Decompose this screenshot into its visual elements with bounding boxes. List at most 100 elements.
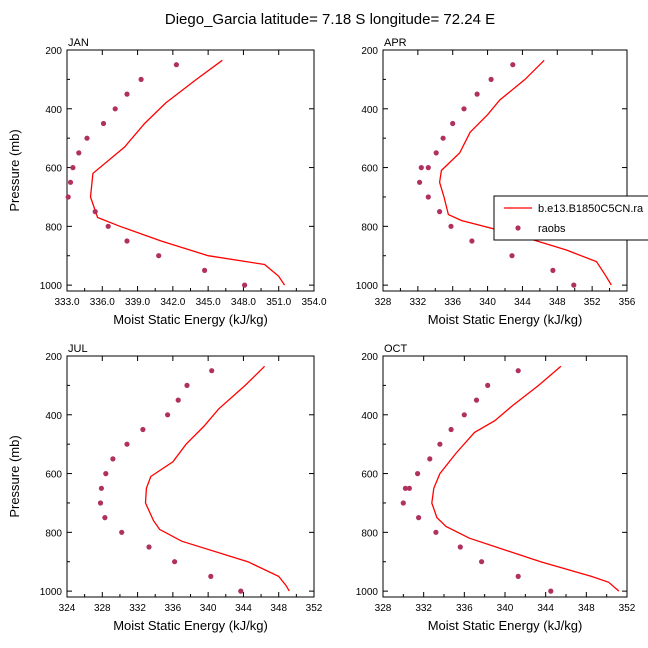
- raobs-point-apr: [418, 165, 424, 171]
- raobs-point-jan: [105, 223, 111, 229]
- raobs-point-oct: [515, 368, 521, 374]
- raobs-point-jan: [124, 91, 130, 97]
- y-tick-label-jul: 800: [45, 528, 62, 539]
- raobs-point-jul: [97, 500, 104, 506]
- model-line-apr: [438, 59, 612, 286]
- raobs-point-jan: [84, 135, 90, 141]
- panels-group: JAN 333.0 336.0 339.0 342.0 345.0 348.0 351.0 35…: [7, 37, 636, 633]
- x-tick-label-apr: 348: [549, 297, 566, 308]
- x-axis-label-jan: Moist Static Energy (kJ/kg): [113, 312, 268, 327]
- x-tick-label-jan: 348.0: [231, 297, 256, 308]
- raobs-point-oct: [448, 426, 454, 433]
- x-tick-label-apr: 340: [479, 297, 496, 308]
- x-tick-label-jan: 342.0: [160, 297, 185, 308]
- y-tick-label-jan: 200: [45, 46, 62, 57]
- y-tick-label-jan: 1000: [40, 281, 63, 292]
- raobs-point-apr: [510, 62, 516, 68]
- y-tick-label-jul: 200: [45, 352, 62, 363]
- raobs-point-jul: [110, 456, 116, 462]
- plot-frame-oct: [382, 355, 628, 598]
- y-tick-label-apr: 200: [361, 46, 378, 57]
- raobs-point-apr: [488, 76, 494, 82]
- raobs-point-apr: [437, 209, 443, 215]
- x-tick-label-apr: 328: [375, 297, 392, 308]
- raobs-point-apr: [417, 179, 423, 185]
- panel-title-jul: JUL: [68, 343, 88, 355]
- y-axis-label-jul: Pressure (mb): [7, 435, 22, 517]
- raobs-point-oct: [402, 485, 408, 491]
- y-tick-label-apr: 800: [361, 222, 378, 233]
- raobs-point-jan: [156, 253, 162, 259]
- x-tick-label-jan: 336.0: [90, 297, 115, 308]
- x-tick-label-apr: 336: [444, 297, 461, 308]
- raobs-point-apr: [440, 135, 446, 141]
- figure-title: Diego_Garcia latitude= 7.18 S longitude=…: [165, 11, 495, 28]
- raobs-point-jan: [202, 267, 208, 273]
- raobs-point-jul: [102, 515, 108, 521]
- raobs-point-jan: [92, 209, 98, 215]
- raobs-point-apr: [425, 165, 431, 171]
- y-tick-label-jan: 800: [45, 222, 62, 233]
- panel-title-apr: APR: [384, 37, 407, 49]
- raobs-point-apr: [474, 91, 480, 97]
- raobs-point-jul: [165, 412, 171, 418]
- raobs-point-jul: [184, 382, 190, 388]
- x-tick-label-apr: 332: [410, 297, 427, 308]
- raobs-point-jul: [175, 397, 181, 403]
- x-tick-label-jan: 345.0: [196, 297, 221, 308]
- y-axis-label-jan: Pressure (mb): [7, 129, 22, 211]
- x-axis-label-jul: Moist Static Energy (kJ/kg): [113, 618, 268, 633]
- model-line-jul: [144, 365, 290, 592]
- raobs-point-jul: [103, 471, 109, 477]
- x-tick-label-oct: 348: [578, 603, 595, 614]
- raobs-point-oct: [416, 515, 422, 521]
- model-line-jan: [89, 59, 286, 286]
- x-tick-label-jul: 332: [129, 603, 146, 614]
- raobs-point-jan: [76, 150, 82, 156]
- raobs-point-jul: [119, 529, 125, 535]
- x-axis-label-oct: Moist Static Energy (kJ/kg): [428, 618, 583, 633]
- legend-model-label: b.e13.B1850C5CN.ra: [538, 203, 644, 215]
- y-tick-label-oct: 200: [361, 352, 378, 363]
- y-tick-label-jul: 600: [45, 470, 62, 481]
- x-tick-label-oct: 352: [619, 603, 636, 614]
- raobs-point-jan: [65, 194, 71, 200]
- raobs-point-jan: [112, 106, 118, 112]
- legend-box: [493, 195, 648, 241]
- raobs-point-oct: [479, 559, 485, 565]
- y-tick-label-jul: 1000: [40, 587, 63, 598]
- x-tick-label-jul: 352: [306, 603, 323, 614]
- y-tick-label-jan: 400: [45, 105, 62, 116]
- raobs-point-apr: [509, 253, 515, 259]
- raobs-point-jan: [70, 165, 76, 171]
- x-tick-label-jul: 336: [165, 603, 182, 614]
- raobs-point-jan: [138, 76, 144, 82]
- legend-obs-swatch: [515, 225, 521, 231]
- panel-jul: JUL 324 328 332 336 340 344 348 352 200 400 600 800 1…: [7, 343, 323, 633]
- raobs-point-jul: [124, 441, 130, 447]
- x-tick-label-apr: 356: [619, 297, 636, 308]
- raobs-point-apr: [461, 106, 467, 112]
- x-tick-label-oct: 340: [497, 603, 514, 614]
- raobs-point-oct: [485, 382, 491, 388]
- x-tick-label-oct: 336: [456, 603, 473, 614]
- raobs-point-jul: [209, 368, 215, 374]
- raobs-point-jan: [100, 120, 107, 127]
- x-tick-label-jan: 333.0: [54, 297, 79, 308]
- raobs-point-jul: [208, 573, 214, 580]
- x-tick-label-jul: 324: [59, 603, 76, 614]
- x-tick-label-oct: 344: [537, 603, 554, 614]
- raobs-point-oct: [437, 441, 443, 447]
- legend-obs-label: raobs: [538, 223, 566, 235]
- x-axis-label-apr: Moist Static Energy (kJ/kg): [428, 312, 583, 327]
- legend: b.e13.B1850C5CN.ra raobs: [493, 195, 648, 241]
- x-tick-label-jan: 354.0: [301, 297, 326, 308]
- y-tick-label-oct: 600: [361, 470, 378, 481]
- raobs-point-oct: [473, 397, 480, 403]
- x-tick-label-oct: 328: [375, 603, 392, 614]
- raobs-point-apr: [448, 223, 454, 229]
- panel-title-jan: JAN: [68, 37, 89, 49]
- x-tick-label-jul: 344: [235, 603, 252, 614]
- x-tick-label-jul: 340: [200, 603, 217, 614]
- plot-frame-apr: [382, 49, 628, 292]
